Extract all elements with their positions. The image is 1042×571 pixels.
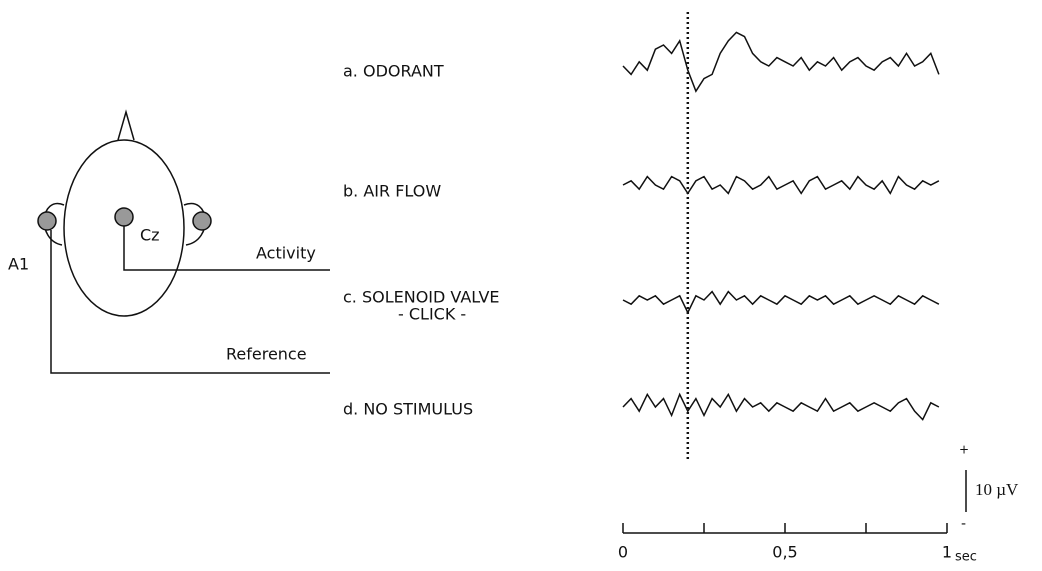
x-tick-label: 0 [618, 543, 628, 562]
a2-electrode [192, 211, 212, 231]
cz-electrode [114, 207, 134, 227]
trace-label: c. SOLENOID VALVE [343, 288, 500, 307]
eeg-trace [622, 290, 940, 315]
reference-label: Reference [226, 345, 307, 364]
scale-minus: - [961, 516, 966, 532]
x-tick-label: 1 [942, 543, 952, 562]
x-unit: sec [955, 550, 977, 565]
a1-electrode [37, 211, 57, 231]
a1-label: A1 [8, 255, 29, 274]
trace-sublabel: - CLICK - [398, 305, 466, 324]
x-tick-label: 0,5 [772, 543, 797, 562]
trace-label: d. NO STIMULUS [343, 400, 473, 419]
head-diagram [37, 109, 330, 374]
trace-label: a. ODORANT [343, 62, 444, 81]
activity-wire [123, 226, 330, 271]
trace-label: b. AIR FLOW [343, 182, 441, 201]
scale-plus: + [959, 443, 969, 457]
reference-wire [50, 230, 330, 374]
activity-label: Activity [256, 244, 316, 263]
eeg-trace [622, 31, 940, 93]
scale-label: 10 µV [975, 480, 1019, 499]
nose [117, 109, 135, 141]
eeg-trace [622, 392, 940, 421]
cz-label: Cz [140, 226, 160, 245]
eeg-trace [622, 175, 940, 195]
